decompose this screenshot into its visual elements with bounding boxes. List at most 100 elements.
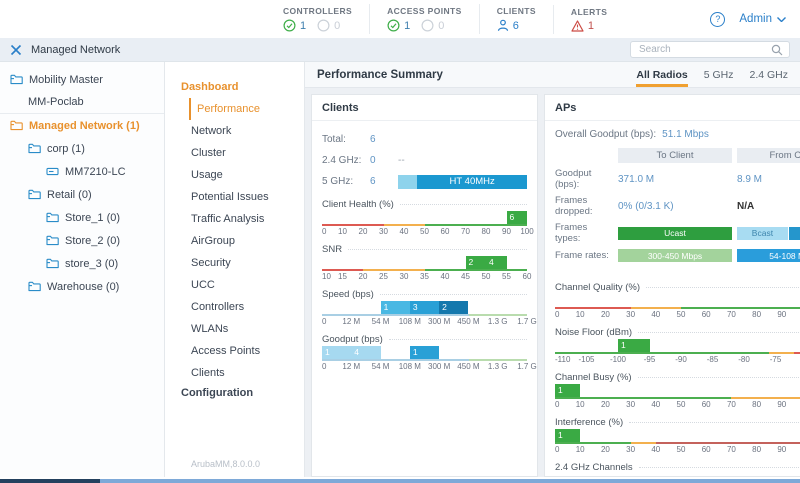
axis-tick: 80 (752, 445, 762, 454)
overall-goodput-row: Overall Goodput (bps): 51.1 Mbps (555, 129, 800, 140)
controller-icon (46, 167, 59, 176)
stat-clients[interactable]: CLIENTS 6 (478, 4, 553, 34)
tree-item-managed-network-1[interactable]: Managed Network (1) (0, 114, 164, 137)
tab-2-4-ghz[interactable]: 2.4 GHz (749, 68, 788, 81)
aps-row-frames-types: Frames types: Ucast BcastMcast (555, 222, 800, 244)
chart-rule (379, 294, 527, 295)
top-header: CONTROLLERS 1 0 (0, 0, 800, 38)
aps-traffic-table: To Client From Client Goodput (bps): 371.0 … (555, 148, 800, 262)
user-icon (497, 19, 509, 32)
chart-rule (388, 339, 527, 340)
tab-5-ghz[interactable]: 5 GHz (703, 68, 734, 81)
axis-tick: 10 (575, 310, 585, 319)
chart-bar: 1 (409, 346, 440, 359)
chart-goodput-bps: Goodput (bps) 1 4 1 0 12 M 54 M 108 M 300 M 450 M… (322, 334, 537, 372)
tree-item-mm7210-lc[interactable]: MM7210-LC (0, 160, 164, 183)
scrollbar-track[interactable] (0, 479, 800, 483)
menu-section-dashboard[interactable]: Dashboard (181, 81, 239, 93)
menu-item-ucc[interactable]: UCC (191, 279, 215, 291)
axis-segment (424, 224, 527, 226)
tree-item-corp-1[interactable]: corp (1) (0, 137, 164, 160)
axis-tick: 20 (358, 272, 368, 281)
chart-title: Channel Quality (%) (555, 282, 641, 293)
tree-item-retail-0[interactable]: Retail (0) (0, 183, 164, 206)
axis-segment (731, 397, 800, 399)
search-box (630, 41, 790, 58)
stat-controllers-label: CONTROLLERS (283, 6, 353, 16)
axis-tick: 90 (777, 400, 787, 409)
menu-item-clients[interactable]: Clients (191, 367, 225, 379)
chart-bar: 4 (486, 256, 507, 269)
tree-item-store-2-0[interactable]: Store_2 (0) (0, 229, 164, 252)
chart-rule (348, 249, 527, 250)
chart-plot: 6 (322, 211, 527, 224)
frame-bar-54-108-mbps: 54-108 Mbps (737, 249, 800, 262)
menu-item-network[interactable]: Network (191, 125, 232, 137)
aps-table-header: To Client From Client (555, 148, 800, 163)
tab-all-radios[interactable]: All Radios (636, 63, 688, 87)
axis-tick: 108 M (398, 362, 421, 371)
menu-item-traffic-analysis[interactable]: Traffic Analysis (191, 213, 265, 225)
menu-item-cluster[interactable]: Cluster (191, 147, 226, 159)
tree-item-store-1-0[interactable]: Store_1 (0) (0, 206, 164, 229)
axis-tick: 0 (322, 362, 327, 371)
axis-tick: 54 M (371, 317, 390, 326)
axis-tick: 55 (502, 272, 511, 281)
search-input[interactable] (637, 43, 771, 56)
axis-segment (468, 359, 527, 361)
stat-controllers[interactable]: CONTROLLERS 1 0 (266, 4, 369, 34)
menu-item-airgroup[interactable]: AirGroup (191, 235, 236, 247)
aps-row-frames-dropped: Frames dropped: 0% (0/3.1 K) N/A (555, 195, 800, 217)
axis-segment (322, 224, 384, 226)
axis-tick: 35 (420, 272, 429, 281)
axis-segment (322, 269, 363, 271)
main-area: Mobility Master MM-Poclab Managed Network … (0, 62, 800, 477)
help-icon[interactable]: ? (710, 11, 726, 27)
search-icon[interactable] (771, 44, 783, 56)
folder-icon (28, 143, 41, 154)
chart-title: Speed (bps) (322, 289, 374, 300)
close-icon[interactable] (10, 44, 22, 56)
circle-icon (317, 19, 330, 32)
table-cell-bars: 54-108 Mbps (737, 249, 800, 262)
axis-tick: 90 (777, 445, 787, 454)
scrollbar-thumb[interactable] (0, 479, 100, 483)
menu-item-usage[interactable]: Usage (191, 169, 223, 181)
clients-row-value: 0 (370, 155, 376, 166)
chart-header: SNR (322, 244, 527, 255)
tree-item-mm-poclab[interactable]: MM-Poclab (0, 91, 164, 114)
menu-item-potential-issues[interactable]: Potential Issues (191, 191, 269, 203)
context-toolbar: Managed Network (0, 38, 800, 62)
chevron-down-icon (777, 16, 786, 22)
column-header-to-client: To Client (618, 148, 732, 163)
menu-item-access-points[interactable]: Access Points (191, 345, 261, 357)
folder-icon (46, 212, 59, 223)
axis-tick: 10 (338, 227, 347, 236)
tree-item-warehouse-0[interactable]: Warehouse (0) (0, 275, 164, 298)
menu-item-performance[interactable]: Performance (189, 98, 304, 120)
menu-item-wlans[interactable]: WLANs (191, 323, 229, 335)
axis-tick: 100 (520, 227, 534, 236)
axis-tick: 1.3 G (487, 317, 508, 326)
user-menu[interactable]: Admin (739, 13, 786, 25)
menu-section-configuration[interactable]: Configuration (181, 387, 254, 399)
axis-tick: -90 (675, 355, 687, 364)
menu-item-controllers[interactable]: Controllers (191, 301, 245, 313)
content-area: Performance Summary All Radios 5 GHz 2.4 G… (305, 62, 800, 477)
axis-segment (555, 442, 631, 444)
tree-item-store-3-0[interactable]: store_3 (0) (0, 252, 164, 275)
aps-up-count: 1 (404, 19, 411, 32)
menu-item-security[interactable]: Security (191, 257, 231, 269)
tree-item-label: Warehouse (0) (47, 280, 120, 293)
table-cell-value: N/A (737, 200, 755, 212)
stat-alerts[interactable]: ALERTS 1 (552, 4, 624, 34)
controllers-down-count: 0 (334, 19, 341, 32)
stat-access-points[interactable]: ACCESS POINTS 1 0 (369, 4, 479, 34)
overall-goodput-label: Overall Goodput (bps): (555, 129, 657, 140)
aps-row-label: Frames dropped: (555, 195, 593, 217)
chart-axis (322, 314, 527, 316)
tree-item-mobility-master[interactable]: Mobility Master (0, 68, 164, 91)
aps-row-label: Frame rates: (555, 250, 609, 261)
aps-row-frame-rates: Frame rates: 300-450 Mbps 54-108 Mbps (555, 249, 800, 262)
